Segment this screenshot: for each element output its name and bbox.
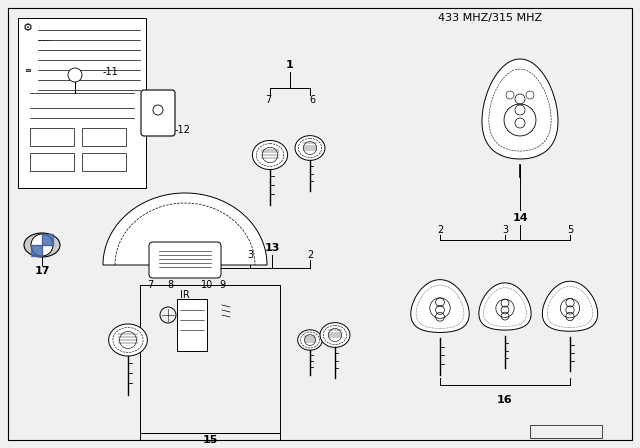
Text: 6: 6 <box>309 95 315 105</box>
Bar <box>30 128 74 146</box>
Polygon shape <box>31 245 42 256</box>
Ellipse shape <box>320 323 350 347</box>
Ellipse shape <box>298 330 323 350</box>
Bar <box>82 153 126 171</box>
Polygon shape <box>479 283 531 330</box>
Text: 7: 7 <box>147 280 153 290</box>
Circle shape <box>68 68 82 82</box>
Circle shape <box>31 234 53 256</box>
Text: 7: 7 <box>265 95 271 105</box>
Text: 2: 2 <box>307 250 313 260</box>
Bar <box>18 18 146 188</box>
Polygon shape <box>411 280 469 332</box>
Text: -11: -11 <box>102 67 118 77</box>
Text: ≡: ≡ <box>24 65 31 74</box>
Polygon shape <box>542 281 598 331</box>
Bar <box>82 128 126 146</box>
Text: 3: 3 <box>247 250 253 260</box>
Bar <box>140 285 280 433</box>
Ellipse shape <box>109 324 147 356</box>
Ellipse shape <box>295 136 325 160</box>
Text: 3: 3 <box>502 225 508 235</box>
Polygon shape <box>42 234 53 245</box>
Text: -12: -12 <box>175 125 191 135</box>
Text: 16: 16 <box>497 395 513 405</box>
Polygon shape <box>103 193 267 265</box>
Text: 5: 5 <box>567 225 573 235</box>
Text: 17: 17 <box>35 266 50 276</box>
Text: 1: 1 <box>286 60 294 70</box>
Text: 15: 15 <box>202 435 218 445</box>
Text: 8: 8 <box>167 280 173 290</box>
Text: ⚙: ⚙ <box>23 23 33 33</box>
FancyBboxPatch shape <box>141 90 175 136</box>
FancyBboxPatch shape <box>177 299 207 351</box>
Text: 13: 13 <box>264 243 280 253</box>
Text: 4: 4 <box>182 250 188 260</box>
Text: 10: 10 <box>201 280 213 290</box>
Ellipse shape <box>252 140 287 169</box>
Text: 9: 9 <box>219 280 225 290</box>
Text: 14: 14 <box>512 213 528 223</box>
Text: 433 MHZ/315 MHZ: 433 MHZ/315 MHZ <box>438 13 542 23</box>
Text: 2: 2 <box>437 225 443 235</box>
Text: 01029-484: 01029-484 <box>545 427 587 436</box>
Ellipse shape <box>24 233 60 257</box>
FancyBboxPatch shape <box>149 242 221 278</box>
Text: IR: IR <box>180 290 190 300</box>
Bar <box>30 153 74 171</box>
Bar <box>530 425 602 438</box>
Polygon shape <box>482 59 558 159</box>
